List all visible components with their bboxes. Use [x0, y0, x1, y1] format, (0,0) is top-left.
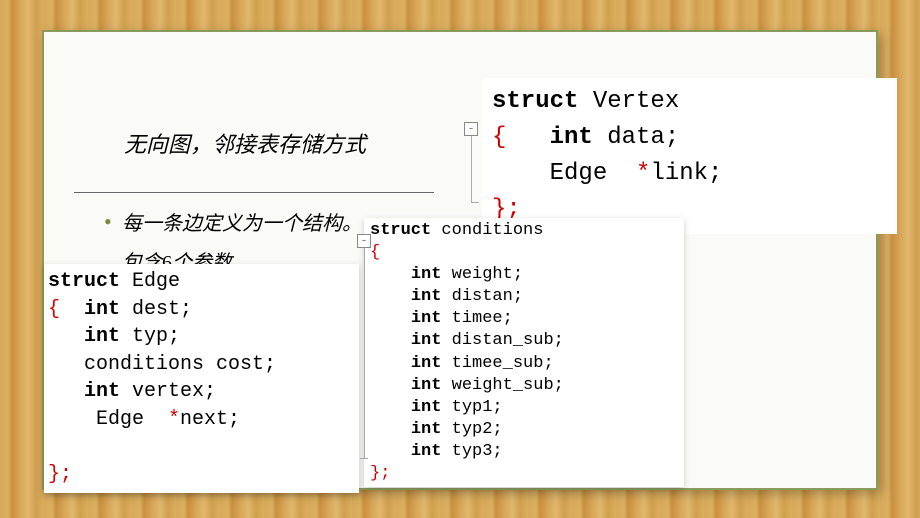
kw-int: int [411, 287, 442, 306]
brace-open: { [48, 298, 60, 321]
bullet-item-1: 每一条边定义为一个结构。 [122, 207, 362, 236]
brace-close: }; [48, 463, 72, 486]
code-block-edge: struct Edge { int dest; int typ; conditi… [44, 264, 359, 493]
kw-int: int [550, 124, 593, 151]
field: timee; [441, 309, 512, 328]
field: typ3; [441, 442, 502, 461]
field-vertex: vertex; [120, 380, 216, 403]
slide-frame: 无向图，邻接表存储方式 每一条边定义为一个结构。 包含6个参数。 struct … [42, 30, 878, 490]
kw-int: int [411, 309, 442, 328]
kw-struct: struct [48, 270, 120, 293]
collapse-toggle-icon: - [464, 122, 478, 136]
brace-open: { [492, 124, 506, 151]
kw-struct: struct [492, 88, 578, 115]
kw-int: int [411, 265, 442, 284]
collapse-cap [471, 202, 479, 203]
field-next: next; [180, 408, 240, 431]
field: timee_sub; [441, 354, 553, 373]
kw-int: int [411, 420, 442, 439]
brace-close: }; [370, 464, 390, 483]
kw-int: int [411, 376, 442, 395]
brace-open: { [370, 243, 380, 262]
kw-int: int [84, 325, 120, 348]
kw-struct: struct [370, 221, 431, 240]
collapse-cap [360, 458, 368, 459]
field-typ: typ; [120, 325, 180, 348]
kw-int: int [411, 354, 442, 373]
field: distan; [441, 287, 523, 306]
code-block-conditions: struct conditions { int weight; int dist… [364, 218, 684, 487]
struct-name-edge: Edge [120, 270, 180, 293]
field-cost: conditions cost; [48, 353, 276, 376]
field: weight; [441, 265, 523, 284]
collapse-rail [364, 248, 365, 458]
field-edge-type: Edge [48, 408, 168, 431]
star: * [168, 408, 180, 431]
kw-int: int [84, 380, 120, 403]
code-block-vertex: struct Vertex { int data; Edge *link; }; [482, 78, 897, 234]
field-data: data; [593, 124, 679, 151]
field: distan_sub; [441, 331, 563, 350]
field-edge-type: Edge [506, 160, 636, 187]
kw-int: int [84, 298, 120, 321]
kw-int: int [411, 331, 442, 350]
field: typ2; [441, 420, 502, 439]
field-link: link; [650, 160, 722, 187]
struct-name-conditions: conditions [431, 221, 543, 240]
kw-int: int [411, 398, 442, 417]
collapse-toggle-icon: - [357, 234, 371, 248]
field-dest: dest; [120, 298, 192, 321]
collapse-rail [471, 136, 472, 202]
kw-int: int [411, 442, 442, 461]
slide-title: 无向图，邻接表存储方式 [124, 127, 366, 159]
title-underline [74, 192, 434, 193]
struct-name-vertex: Vertex [578, 88, 679, 115]
field: typ1; [441, 398, 502, 417]
field: weight_sub; [441, 376, 563, 395]
star: * [636, 160, 650, 187]
